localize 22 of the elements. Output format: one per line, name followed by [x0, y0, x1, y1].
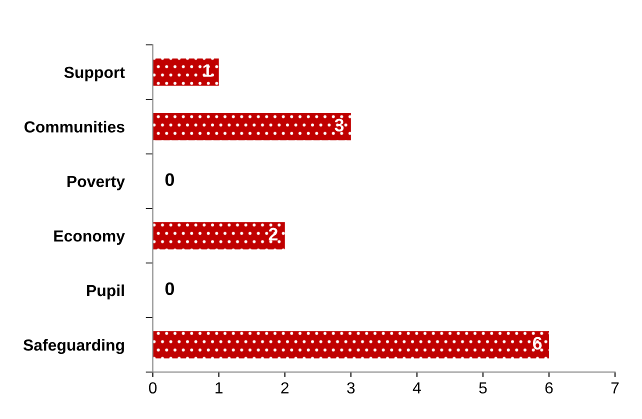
data-label: 6: [533, 336, 542, 350]
y-tick-label: Poverty: [67, 176, 125, 190]
bar: [152, 113, 351, 140]
data-label: 0: [165, 282, 174, 296]
x-tick-label: 1: [216, 382, 222, 394]
x-tick-label: 2: [281, 382, 289, 394]
bar: [152, 58, 219, 86]
x-tick-label: 3: [347, 382, 355, 394]
data-label: 0: [165, 173, 174, 186]
x-tick-label: 5: [479, 382, 487, 394]
y-tick-label: Communities: [24, 120, 124, 133]
x-tick-label: 4: [412, 382, 421, 394]
x-tick-label: 0: [148, 382, 157, 394]
y-tick-label: Support: [64, 66, 125, 82]
y-tick-label: Economy: [54, 230, 125, 245]
x-tick-label: 6: [545, 382, 553, 394]
y-tick-label: Pupil: [87, 284, 124, 300]
bar: [152, 222, 285, 250]
x-tick-label: 7: [611, 382, 619, 394]
bar: [152, 331, 549, 358]
data-label: 3: [334, 118, 344, 132]
y-tick-label: Safeguarding: [23, 339, 124, 354]
